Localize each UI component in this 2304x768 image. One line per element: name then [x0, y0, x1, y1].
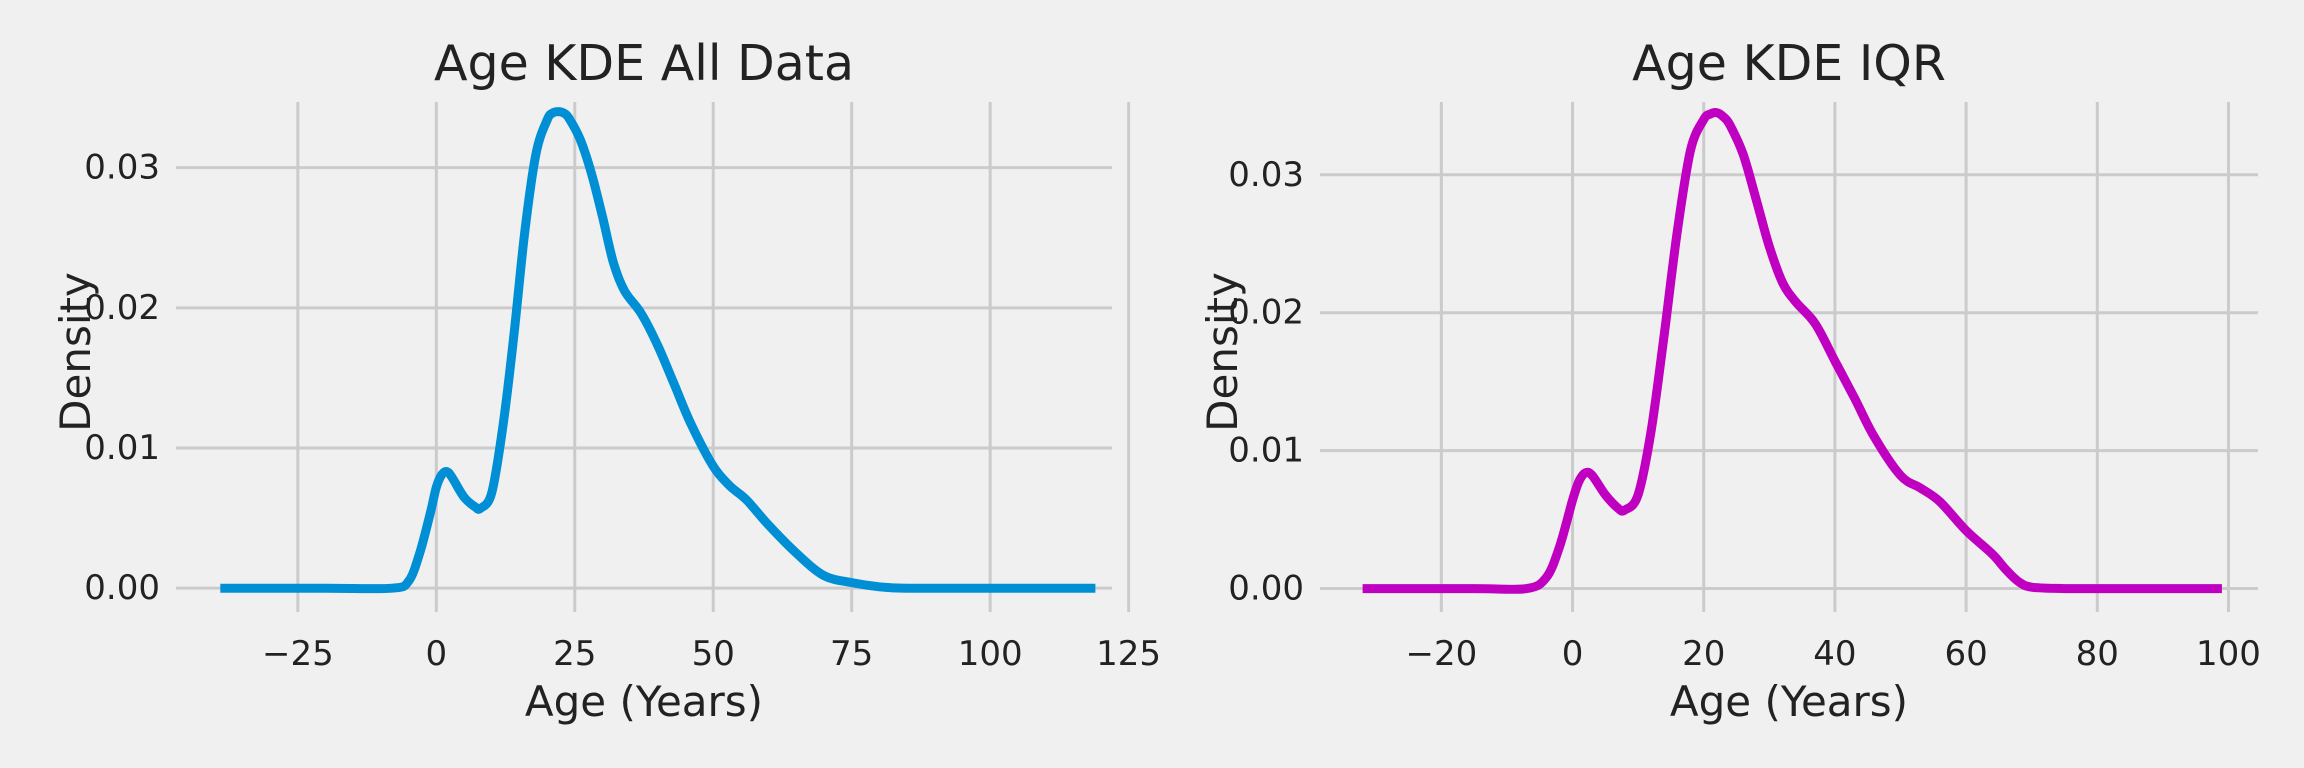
y-tick-label: 0.00: [84, 568, 160, 608]
y-tick-labels: 0.00 0.01 0.02 0.03: [84, 148, 160, 608]
x-tick-label: 100: [2196, 634, 2261, 674]
y-tick-label: 0.01: [1228, 431, 1304, 471]
x-tick-label: 80: [2076, 634, 2119, 674]
y-tick-label: 0.02: [84, 288, 160, 328]
x-tick-labels: −25 0 25 50 75 100 125: [262, 634, 1161, 674]
chart-title: Age KDE All Data: [434, 35, 854, 92]
x-tick-label: 50: [692, 634, 735, 674]
x-gridlines: [296, 102, 1131, 612]
kde-line: [220, 107, 1096, 594]
x-tick-label: −20: [1405, 634, 1477, 674]
x-tick-label: 25: [553, 634, 596, 674]
y-tick-label: 0.03: [84, 148, 160, 188]
y-gridlines: [1320, 173, 2258, 591]
y-tick-label: 0.02: [1228, 293, 1304, 333]
x-axis-label: Age (Years): [1670, 677, 1908, 726]
kde-chart-all-data: Age KDE All Data −25 0 25 50 75 100 125 0.000.…: [51, 35, 1161, 726]
y-gridlines: [176, 166, 1112, 590]
x-axis-label: Age (Years): [525, 677, 763, 726]
kde-line: [1362, 108, 2222, 594]
y-axis-label: Density: [51, 272, 100, 432]
x-tick-label: 100: [958, 634, 1023, 674]
x-tick-label: 0: [1562, 634, 1584, 674]
x-tick-label: 20: [1682, 634, 1725, 674]
x-tick-label: 75: [830, 634, 873, 674]
chart-title: Age KDE IQR: [1632, 35, 1946, 92]
series-group: [1362, 108, 2222, 594]
y-tick-label: 0.00: [1228, 569, 1304, 609]
kde-chart-iqr: Age KDE IQR −20 0 20 40 60 80 100 0.00 0.01 0.02…: [1198, 35, 2261, 726]
y-tick-label: 0.03: [1228, 155, 1304, 195]
x-tick-label: 60: [1944, 634, 1987, 674]
x-tick-label: −25: [262, 634, 334, 674]
series-group: [220, 107, 1096, 594]
y-axis-label: Density: [1198, 272, 1247, 432]
y-tick-labels: 0.00 0.01 0.02 0.03: [1228, 155, 1304, 609]
x-tick-label: 0: [425, 634, 447, 674]
y-tick-label: 0.01: [84, 428, 160, 468]
x-tick-label: 125: [1096, 634, 1161, 674]
x-tick-labels: −20 0 20 40 60 80 100: [1405, 634, 2260, 674]
x-tick-label: 40: [1813, 634, 1856, 674]
